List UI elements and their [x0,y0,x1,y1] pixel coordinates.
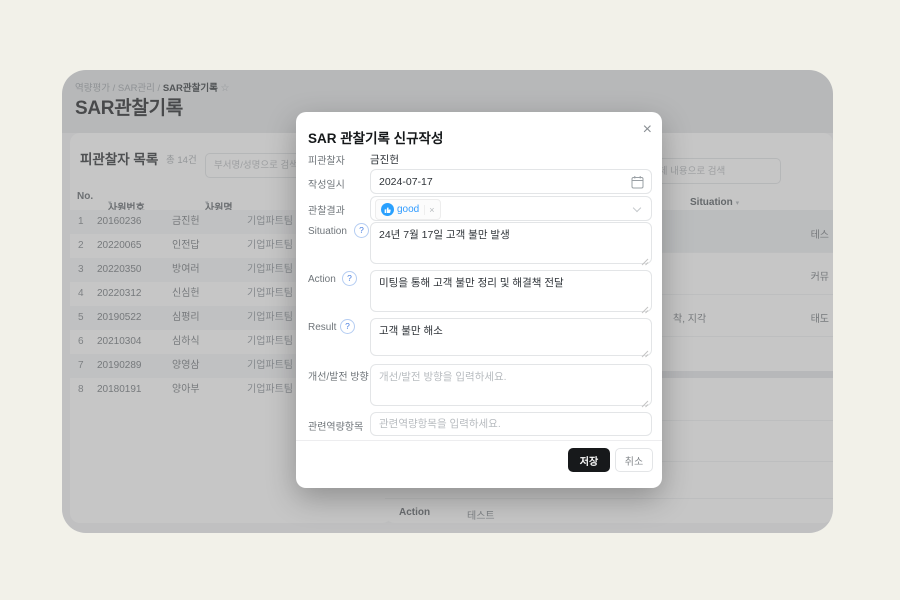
resize-grip-icon[interactable] [641,395,649,408]
observation-result-label: 관찰결과 [308,206,345,217]
footer-divider [296,440,662,441]
result-help-icon[interactable]: ? [340,319,355,334]
good-tag: good × [375,199,441,220]
cancel-button[interactable]: 취소 [615,448,653,472]
page-title: SAR관찰기록 [75,98,183,119]
action-help-icon[interactable]: ? [342,271,357,286]
modal-title: SAR 관찰기록 신규작성 [308,131,444,146]
sar-record-modal: SAR 관찰기록 신규작성 × 피관찰자 금진헌 작성일시 관찰결과 good … [296,112,662,488]
observee-value: 금진헌 [370,154,399,166]
column-situation[interactable]: Situation ▾ [690,197,740,208]
situation-textarea[interactable]: 24년 7월 17일 고객 불만 발생 [370,222,652,264]
observee-search-input[interactable] [205,153,308,178]
observee-label: 피관찰자 [308,156,345,167]
improvement-label: 개선/발전 방향 [308,372,369,383]
observee-row[interactable]: 4 20220312 신심헌 기업파트팀 [78,288,293,299]
result-textarea-wrap: 고객 불만 해소 [370,318,652,358]
tag-remove-icon[interactable]: × [424,204,435,215]
resize-grip-icon[interactable] [641,301,649,314]
breadcrumb-current: SAR관찰기록 [162,83,218,94]
breadcrumb-separator: / [112,83,116,94]
improvement-textarea[interactable] [370,364,652,406]
breadcrumb: 역량평가 / SAR관리 / SAR관찰기록 ☆ [75,80,229,94]
action-textarea[interactable]: 미팅을 통해 고객 불만 정리 및 해결책 전달 [370,270,652,312]
situation-label: Situation [308,226,347,237]
sort-icon[interactable]: ▾ [735,200,740,207]
competency-label: 관련역량항목 [308,422,364,433]
observee-row[interactable]: 6 20210304 심하식 기업파트팀 [78,336,293,347]
observee-count: 총 14건 [166,155,197,166]
record-row[interactable]: 커뮤 [810,272,829,283]
situation-textarea-wrap: 24년 7월 17일 고객 불만 발생 [370,222,652,266]
improvement-textarea-wrap [370,364,652,408]
tag-label: good [397,204,420,215]
resize-grip-icon[interactable] [641,253,649,266]
sort-icon[interactable]: ▾ [205,200,209,207]
action-label: Action [308,274,336,285]
detail-action-label: Action [399,507,431,518]
observee-row[interactable]: 8 20180191 양아부 기업파트팀 [78,384,293,395]
sort-icon[interactable]: ▾ [108,200,112,207]
close-icon[interactable]: × [642,121,652,138]
observee-row[interactable]: 2 20220065 인전답 기업파트팀 [78,240,293,251]
column-no: No. [77,191,94,202]
detail-action-value: 테스트 [467,511,495,522]
situation-help-icon[interactable]: ? [354,223,369,238]
observee-list-title: 피관찰자 목록 [80,152,159,167]
records-search-input[interactable] [641,158,781,184]
action-textarea-wrap: 미팅을 통해 고객 불만 정리 및 해결책 전달 [370,270,652,314]
calendar-icon[interactable] [631,175,644,194]
result-label: Result [308,322,337,333]
divider [385,498,833,499]
date-input[interactable] [370,169,652,194]
breadcrumb-separator: / [157,83,161,94]
competency-input[interactable] [371,413,651,435]
favorite-star-icon[interactable]: ☆ [220,83,230,94]
breadcrumb-item-2[interactable]: SAR관리 [117,83,155,94]
date-label: 작성일시 [308,180,345,191]
breadcrumb-item-1[interactable]: 역량평가 [75,83,110,94]
record-row[interactable]: 착, 지각 태도 [673,314,829,325]
save-button[interactable]: 저장 [568,448,610,472]
thumbs-up-icon [381,203,394,216]
result-textarea[interactable]: 고객 불만 해소 [370,318,652,356]
date-field[interactable] [371,170,651,193]
chevron-down-icon [632,203,642,213]
competency-input-wrap [370,412,652,436]
observation-result-select[interactable]: good × [370,196,652,221]
resize-grip-icon[interactable] [641,345,649,358]
